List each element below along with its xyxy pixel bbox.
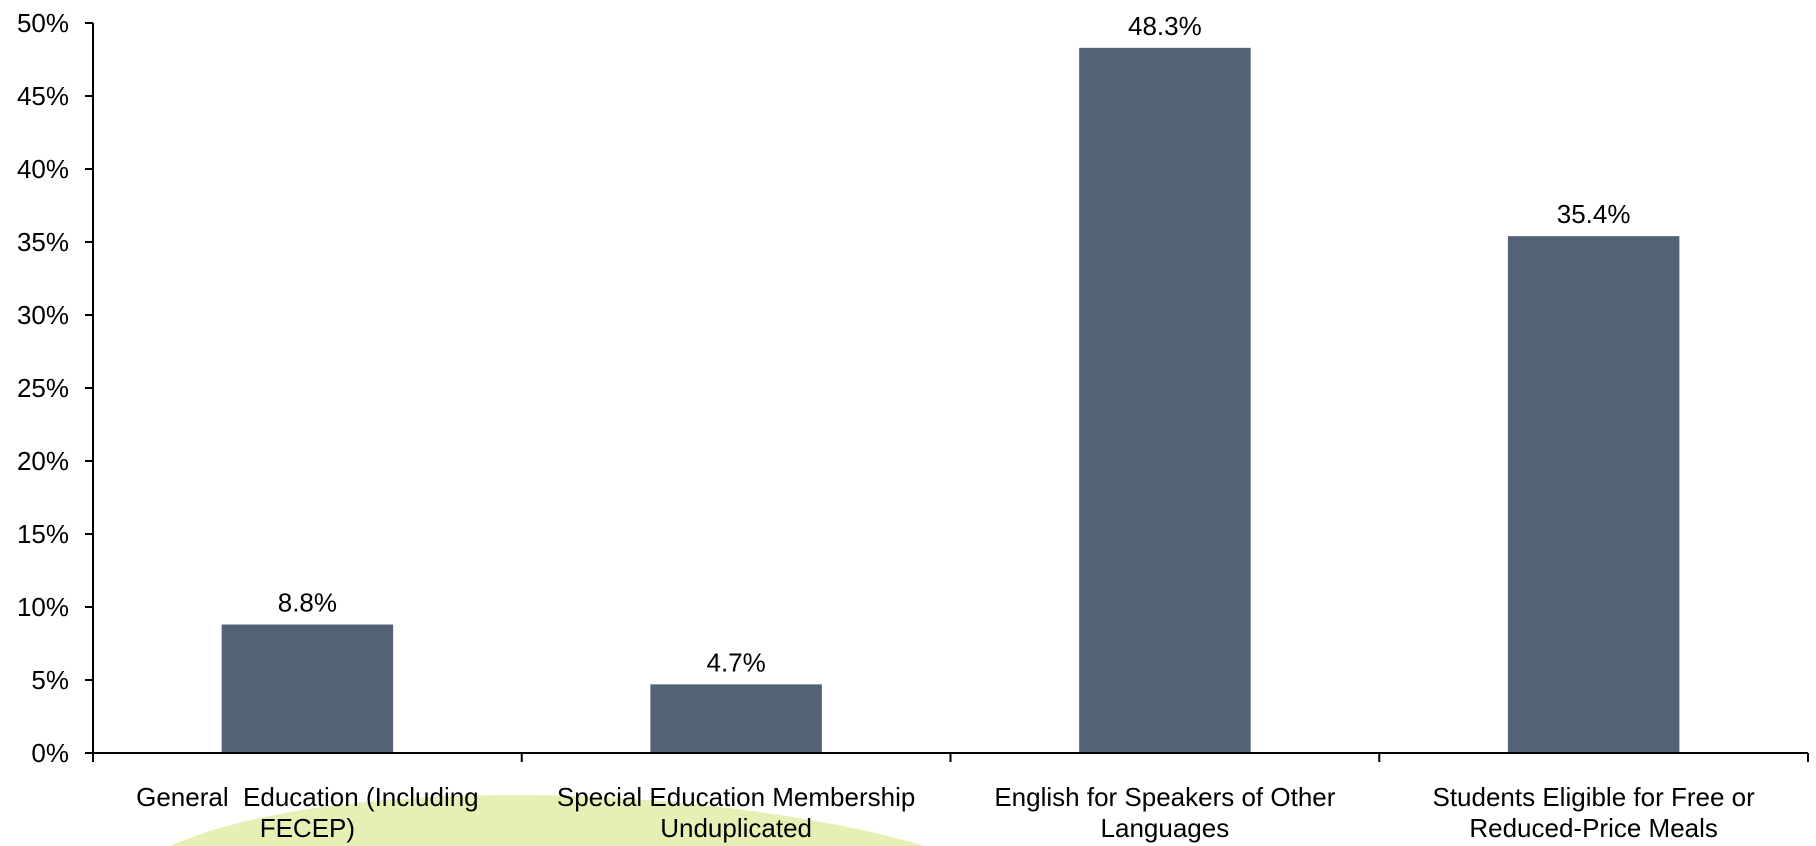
bars: 8.8% 4.7% 48.3% 35.4% [221,11,1680,753]
bar-value-label: 48.3% [1128,11,1202,41]
y-tick-label: 15% [17,519,69,549]
bar-value-label: 8.8% [278,588,337,618]
x-category-label: Students Eligible for Free or [1432,782,1755,812]
background-decoration-shape [170,795,925,846]
y-tick-label: 35% [17,227,69,257]
x-category-label: Reduced-Price Meals [1469,813,1718,843]
x-category-label: Languages [1101,813,1230,843]
y-tick-label: 25% [17,373,69,403]
bar [221,624,394,753]
x-category-label: FECEP) [260,813,355,843]
y-tick-label: 10% [17,592,69,622]
x-category-label: English for Speakers of Other [994,782,1335,812]
y-tick-label: 30% [17,300,69,330]
x-category-label: Unduplicated [660,813,812,843]
x-category-label: Special Education Membership [557,782,915,812]
y-tick-label: 50% [17,8,69,38]
y-axis: 0% 5% 10% 15% 20% 25% 30% 35% 40% 45% 50% [17,8,94,768]
y-tick-label: 5% [31,665,69,695]
x-category-label: General Education (Including [136,782,479,812]
bar [650,684,822,753]
y-tick-label: 0% [31,738,69,768]
bar [1079,47,1251,753]
bar-value-label: 4.7% [706,647,765,677]
y-tick-label: 20% [17,446,69,476]
y-tick-label: 40% [17,154,69,184]
bar-value-label: 35.4% [1557,199,1631,229]
bar [1507,236,1680,753]
y-tick-label: 45% [17,81,69,111]
